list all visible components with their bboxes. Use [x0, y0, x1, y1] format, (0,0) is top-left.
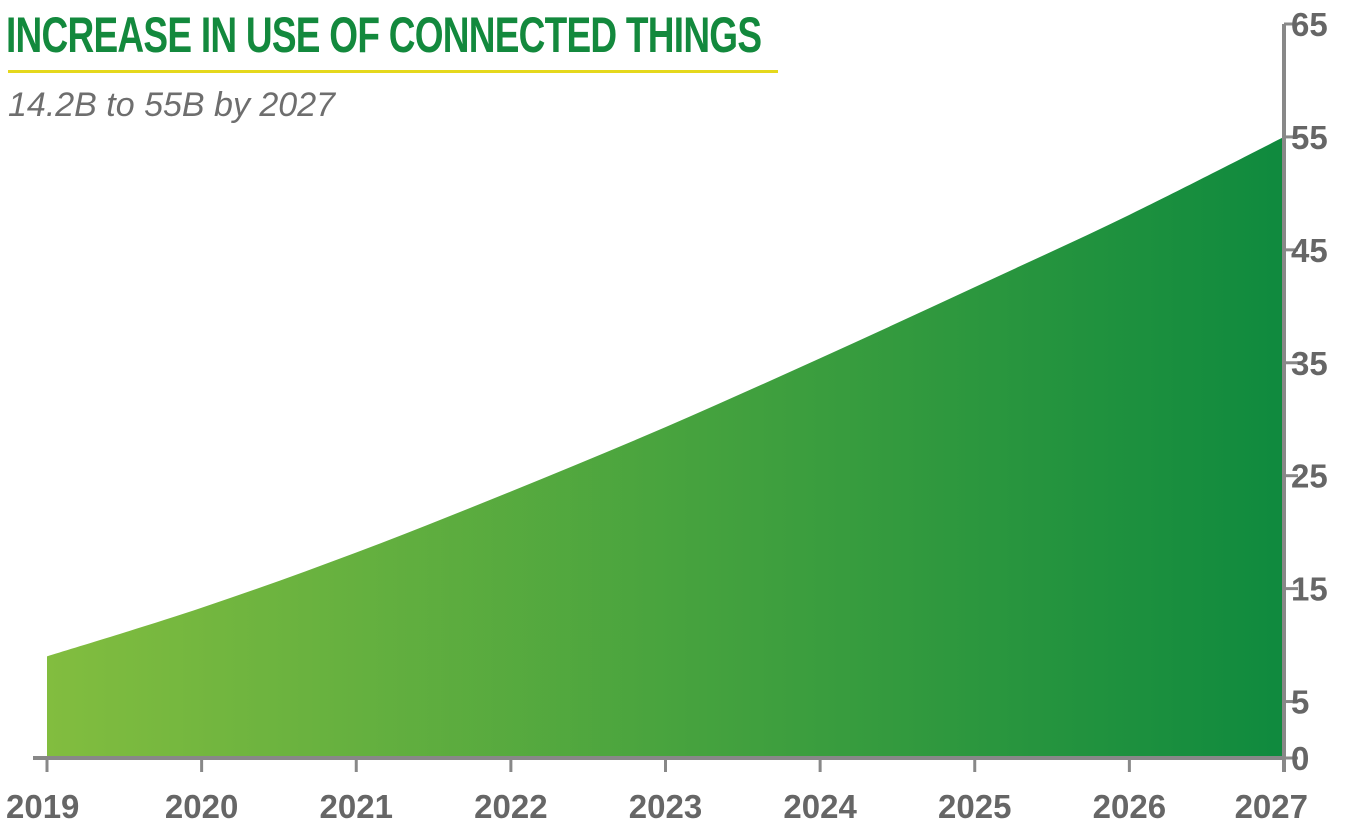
y-tick-label: 15 — [1291, 571, 1328, 608]
y-tick-label: 5 — [1291, 684, 1309, 721]
y-tick-label: 25 — [1291, 458, 1328, 495]
x-tick-label: 2026 — [1093, 788, 1166, 824]
y-tick-label: 55 — [1291, 119, 1328, 156]
x-tick-label: 2025 — [938, 788, 1011, 824]
area-series — [47, 136, 1284, 758]
y-tick-label: 65 — [1291, 6, 1328, 43]
x-tick-label: 2021 — [320, 788, 393, 824]
x-tick-label: 2027 — [1235, 788, 1308, 824]
x-tick-label: 2024 — [783, 788, 857, 824]
y-tick-label: 0 — [1291, 740, 1309, 777]
y-tick-label: 35 — [1291, 345, 1328, 382]
x-tick-label: 2022 — [474, 788, 547, 824]
x-tick-label: 2020 — [165, 788, 238, 824]
title-underline — [8, 70, 778, 73]
chart-subtitle: 14.2B to 55B by 2027 — [8, 86, 336, 124]
x-tick-label: 2019 — [6, 788, 79, 824]
y-tick-label: 45 — [1291, 232, 1328, 269]
chart-title: INCREASE IN USE OF CONNECTED THINGS — [6, 7, 762, 63]
x-tick-label: 2023 — [629, 788, 702, 824]
